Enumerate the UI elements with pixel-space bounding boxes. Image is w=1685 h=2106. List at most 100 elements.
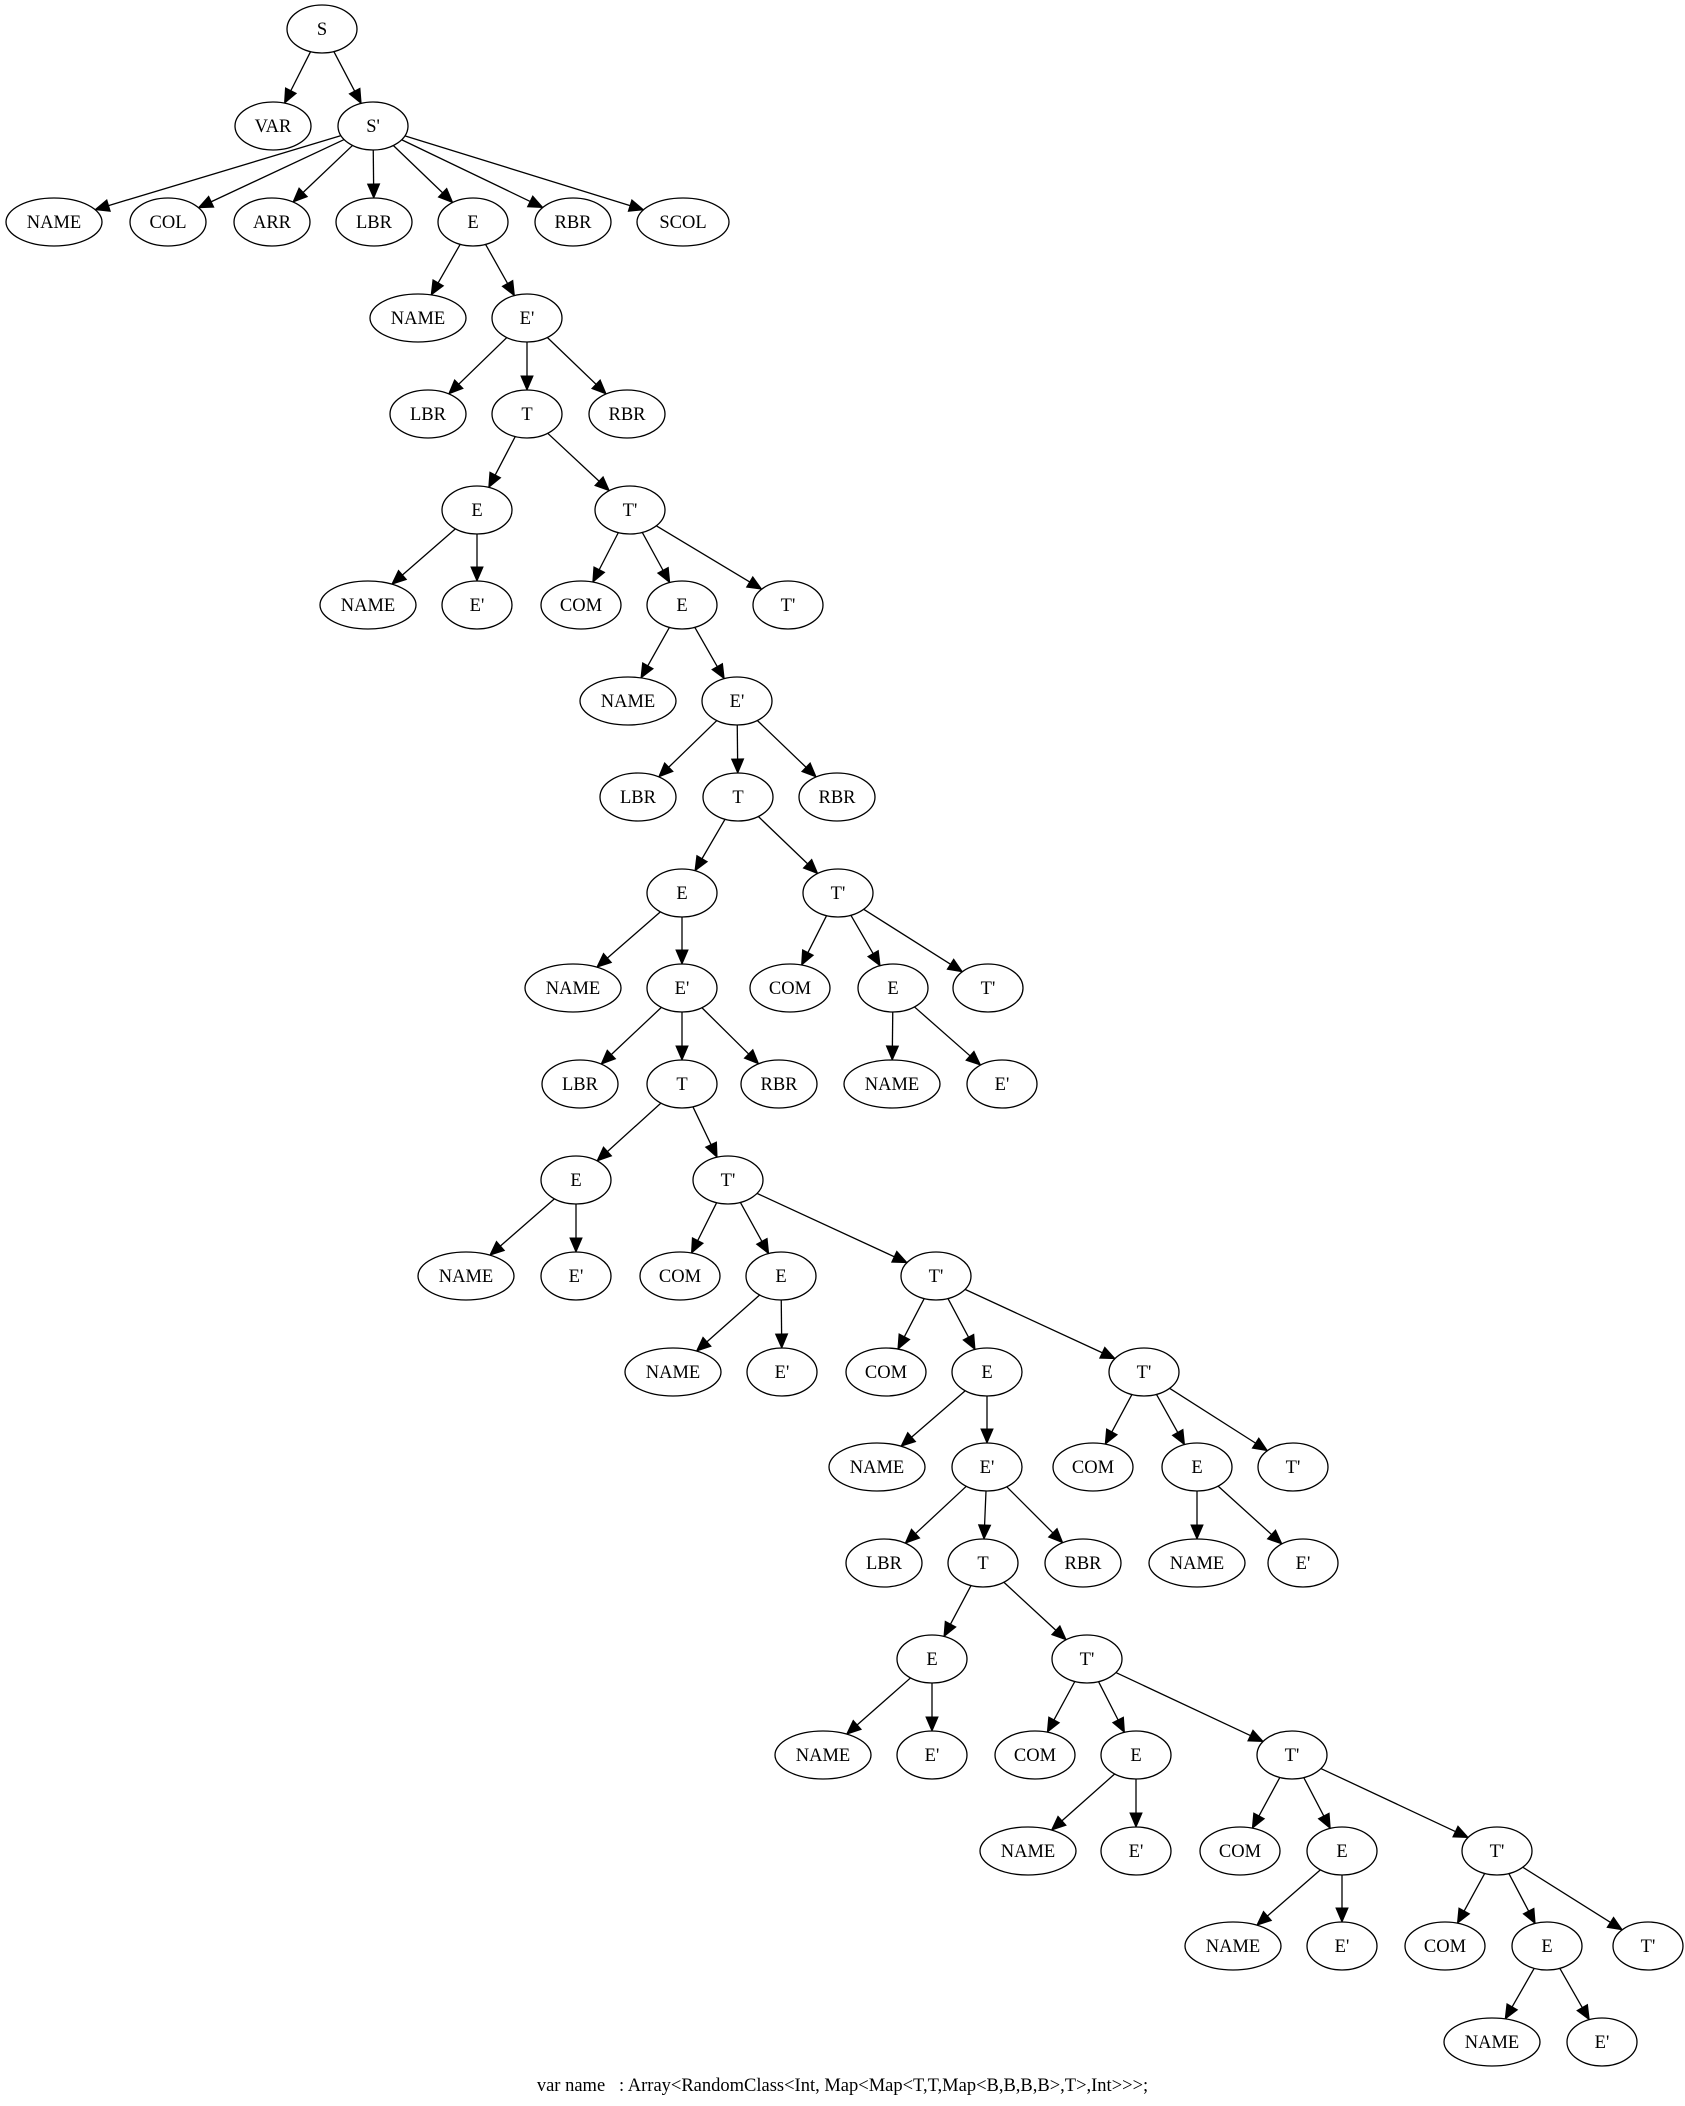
arrowhead-icon	[569, 1237, 583, 1254]
tree-edge	[488, 1198, 555, 1257]
tree-node-lbr: LBR	[389, 389, 467, 439]
node-ellipse	[951, 1442, 1023, 1492]
tree-node-t: T	[491, 389, 563, 439]
arrowhead-icon	[348, 87, 362, 105]
node-ellipse	[1404, 1921, 1486, 1971]
tree-edge	[1456, 1873, 1486, 1925]
tree-edge	[404, 135, 645, 212]
tree-edge	[1046, 1681, 1076, 1734]
tree-node-t-prime: T'	[1461, 1826, 1533, 1876]
arrowhead-icon	[1190, 1524, 1204, 1541]
tree-node-e: E	[951, 1347, 1023, 1397]
node-ellipse	[857, 963, 929, 1013]
node-ellipse	[1148, 1538, 1246, 1588]
tree-node-e-prime: E'	[646, 963, 718, 1013]
node-label: NAME	[27, 213, 81, 233]
node-ellipse	[1184, 1921, 1282, 1971]
node-ellipse	[1052, 1442, 1134, 1492]
node-ellipse	[1306, 1826, 1378, 1876]
node-ellipse	[599, 772, 677, 822]
tree-edge	[914, 1006, 982, 1066]
node-label: RBR	[1064, 1554, 1102, 1574]
node-label: T'	[721, 1171, 736, 1191]
tree-node-e: E	[646, 868, 718, 918]
arrowhead-icon	[1504, 2002, 1519, 2021]
node-label: T'	[1490, 1842, 1505, 1862]
tree-node-col: COL	[129, 197, 207, 247]
node-ellipse	[129, 197, 207, 247]
tree-node-com: COM	[1199, 1826, 1281, 1876]
tree-edge	[774, 1299, 789, 1350]
edge-line	[739, 1202, 763, 1242]
tree-node-rbr: RBR	[798, 772, 876, 822]
node-label: T	[977, 1554, 988, 1574]
tree-node-name: NAME	[624, 1347, 722, 1397]
edge-line	[1006, 1486, 1054, 1534]
arrowhead-icon	[640, 661, 654, 680]
node-label: COM	[1424, 1937, 1466, 1957]
edge-line	[1320, 1767, 1456, 1833]
node-ellipse	[1511, 1921, 1583, 1971]
tree-edge	[401, 139, 544, 209]
tree-edge	[1508, 1873, 1536, 1925]
node-ellipse	[798, 772, 876, 822]
tree-edge	[1255, 1869, 1321, 1927]
tree-node-t-prime: T'	[1051, 1634, 1123, 1684]
tree-edge	[366, 149, 381, 200]
edge-line	[392, 145, 444, 194]
tree-edge	[980, 1396, 994, 1445]
tree-node-e-prime: E'	[1100, 1826, 1172, 1876]
arrowhead-icon	[627, 199, 645, 212]
edge-line	[485, 244, 509, 284]
arrowhead-icon	[900, 1431, 917, 1448]
tree-edge	[1559, 1968, 1590, 2021]
arrowhead-icon	[430, 278, 445, 297]
node-ellipse	[749, 963, 831, 1013]
tree-edge	[943, 1585, 972, 1638]
tree-edge	[863, 908, 964, 973]
node-ellipse	[740, 1059, 818, 1109]
node-label: LBR	[562, 1075, 599, 1095]
arrowhead-icon	[1104, 1428, 1119, 1446]
node-label: COM	[1014, 1746, 1056, 1766]
arrowhead-icon	[690, 1237, 705, 1255]
node-ellipse	[417, 1251, 515, 1301]
node-label: S	[317, 20, 327, 40]
node-label: COL	[150, 213, 187, 233]
arrowhead-icon	[1452, 1825, 1470, 1839]
tree-edge	[694, 627, 725, 680]
node-ellipse	[1256, 1730, 1328, 1780]
node-ellipse	[802, 868, 874, 918]
arrowhead-icon	[1522, 1907, 1536, 1925]
node-label: T'	[1286, 1458, 1301, 1478]
arrowhead-icon	[488, 1240, 506, 1257]
node-label: RBR	[608, 405, 646, 425]
edge-line	[1267, 1869, 1321, 1917]
arrowhead-icon	[946, 958, 964, 973]
node-label: NAME	[1465, 2033, 1519, 2053]
tree-node-lbr: LBR	[845, 1538, 923, 1588]
arrowhead-icon	[1046, 1716, 1061, 1734]
tree-edge	[1190, 1491, 1204, 1541]
node-label: E	[887, 979, 898, 999]
tree-edge	[977, 1490, 992, 1541]
tree-edge	[655, 525, 763, 590]
edge-line	[1003, 1581, 1057, 1631]
tree-edge	[1335, 1875, 1349, 1924]
arrowhead-icon	[1266, 1529, 1283, 1545]
arrowhead-icon	[594, 475, 611, 492]
node-label: NAME	[439, 1267, 493, 1287]
node-label: NAME	[1206, 1937, 1260, 1957]
node-label: NAME	[865, 1075, 919, 1095]
arrowhead-icon	[470, 566, 484, 583]
node-ellipse	[979, 1826, 1077, 1876]
arrowhead-icon	[675, 1045, 689, 1062]
tree-edge	[520, 342, 534, 392]
node-label: E'	[1595, 2033, 1610, 2053]
edge-line	[850, 914, 874, 954]
arrowhead-icon	[526, 195, 544, 209]
tree-node-e-prime: E'	[746, 1347, 818, 1397]
tree-edge	[1217, 1485, 1283, 1545]
node-label: NAME	[1001, 1842, 1055, 1862]
arrowhead-icon	[925, 1716, 939, 1733]
